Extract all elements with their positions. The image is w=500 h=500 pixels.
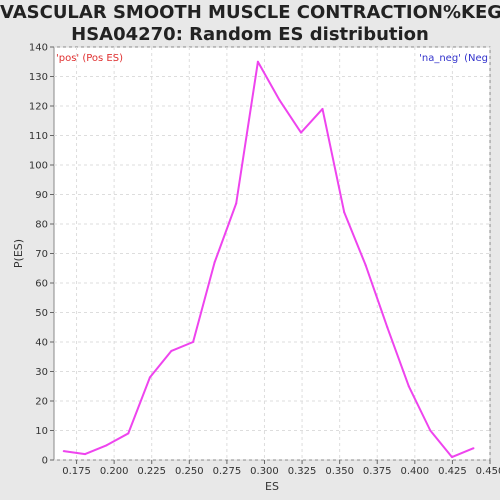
x-tick-label: 0.450	[476, 466, 500, 477]
y-tick-label: 70	[35, 249, 48, 260]
y-tick-label: 140	[29, 43, 48, 54]
data-point	[300, 131, 303, 134]
y-tick-label: 90	[35, 190, 48, 201]
x-tick-label: 0.375	[363, 466, 392, 477]
x-tick-label: 0.400	[401, 466, 430, 477]
data-point	[62, 450, 65, 453]
y-tick-label: 80	[35, 220, 48, 231]
y-axis: 0 10 20 30 40 50 60 70 80 90 100 110 120 130 140	[29, 43, 54, 467]
y-axis-label: P(ES)	[12, 239, 25, 268]
y-tick-label: 40	[35, 338, 48, 349]
x-tick-label: 0.325	[288, 466, 317, 477]
chart-title-line-2: HSA04270: Random ES distribution	[71, 24, 429, 45]
legend-pos-label: 'pos' (Pos ES)	[56, 53, 123, 64]
data-point	[321, 107, 324, 110]
data-point	[450, 456, 453, 459]
y-tick-label: 0	[42, 456, 48, 467]
y-tick-label: 120	[29, 102, 48, 113]
data-point	[105, 444, 108, 447]
data-point	[235, 202, 238, 205]
x-tick-label: 0.350	[325, 466, 354, 477]
data-point	[127, 432, 130, 435]
y-tick-label: 110	[29, 131, 48, 142]
data-point	[148, 376, 151, 379]
data-point	[472, 447, 475, 450]
data-point	[84, 453, 87, 456]
data-point	[213, 261, 216, 264]
data-point	[429, 429, 432, 432]
x-tick-label: 0.200	[100, 466, 129, 477]
y-tick-label: 50	[35, 308, 48, 319]
x-axis-label: ES	[265, 480, 279, 493]
x-tick-label: 0.250	[175, 466, 204, 477]
y-tick-label: 100	[29, 161, 48, 172]
data-point	[192, 341, 195, 343]
data-point	[278, 99, 281, 102]
data-point	[386, 326, 389, 329]
y-tick-label: 30	[35, 367, 48, 378]
series-line	[63, 60, 474, 459]
data-point	[170, 349, 173, 352]
grid-layer	[54, 46, 491, 461]
data-point	[364, 264, 367, 267]
x-tick-label: 0.275	[213, 466, 242, 477]
data-point	[256, 60, 259, 63]
y-tick-label: 10	[35, 426, 48, 437]
data-point	[343, 211, 346, 214]
legend-neg-label: 'na_neg' (Neg	[419, 53, 488, 64]
x-tick-label: 0.225	[137, 466, 166, 477]
chart-title-line-1: VASCULAR SMOOTH MUSCLE CONTRACTION%KEGG%	[0, 2, 500, 23]
y-tick-label: 20	[35, 397, 48, 408]
x-tick-label: 0.425	[438, 466, 467, 477]
x-tick-label: 0.300	[250, 466, 279, 477]
x-tick-label: 0.175	[62, 466, 91, 477]
y-tick-label: 60	[35, 279, 48, 290]
series-layer	[62, 60, 475, 459]
x-axis: 0.175 0.200 0.225 0.250 0.275 0.300 0.325 0.350…	[62, 460, 500, 477]
y-tick-label: 130	[29, 72, 48, 83]
data-point	[407, 385, 410, 388]
